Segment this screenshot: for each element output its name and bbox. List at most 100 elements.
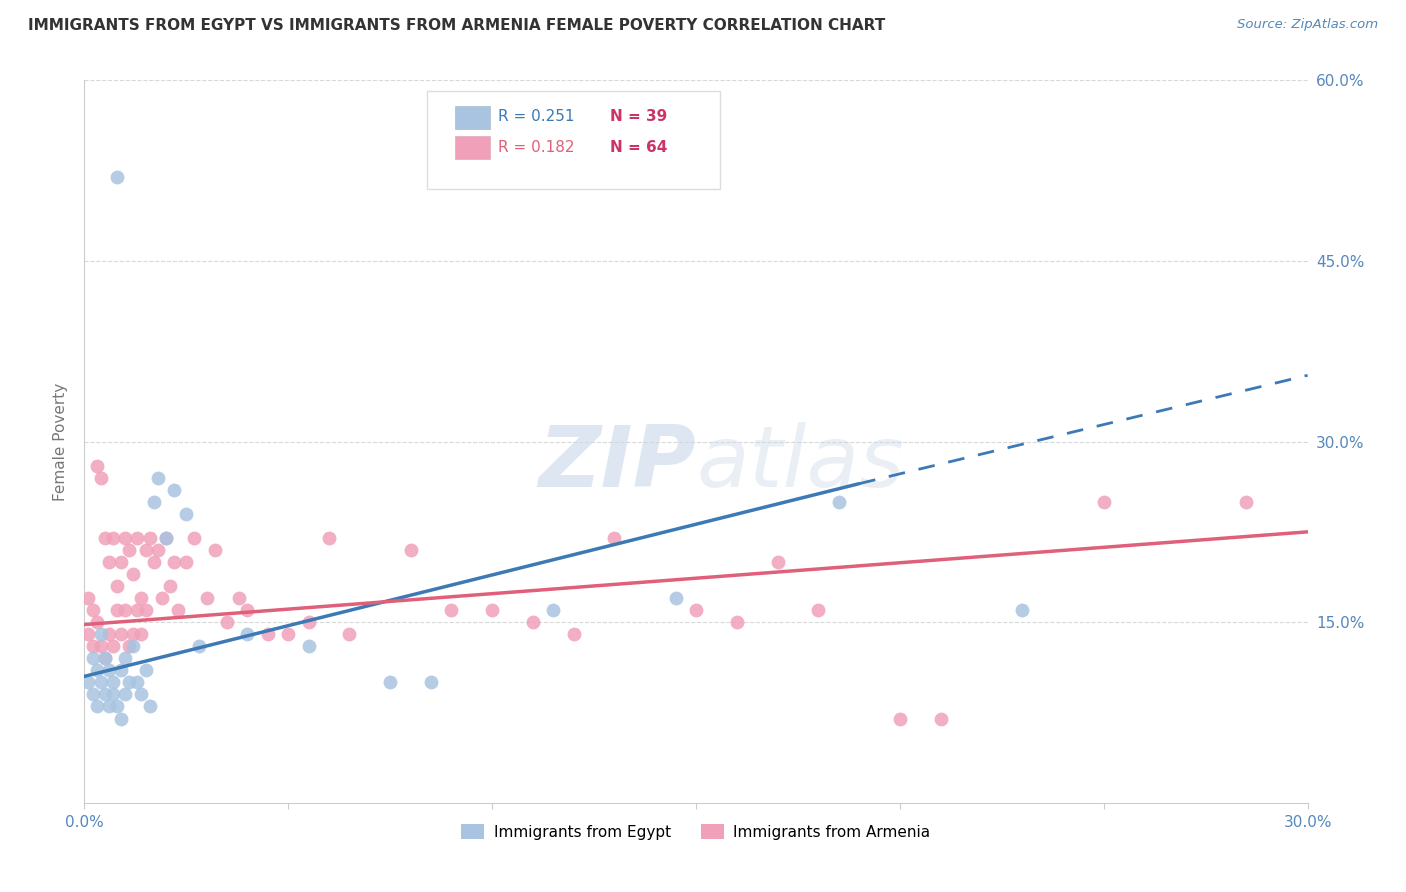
Point <box>138 531 160 545</box>
Text: atlas: atlas <box>696 422 904 505</box>
FancyBboxPatch shape <box>427 91 720 189</box>
Point <box>155 531 177 545</box>
Point <box>101 687 124 701</box>
Point <box>77 675 100 690</box>
Point <box>163 555 186 569</box>
Point <box>481 603 503 617</box>
Legend: Immigrants from Egypt, Immigrants from Armenia: Immigrants from Egypt, Immigrants from A… <box>456 818 936 846</box>
Point <box>150 591 173 605</box>
Point <box>97 627 120 641</box>
Point <box>93 687 115 701</box>
Point <box>97 664 120 678</box>
Point <box>114 531 136 545</box>
Point <box>603 531 626 545</box>
Point <box>82 639 104 653</box>
Point <box>86 458 108 473</box>
Point <box>77 591 100 605</box>
Point <box>543 603 565 617</box>
Point <box>522 615 544 630</box>
Point <box>90 639 112 653</box>
Point <box>131 591 153 605</box>
Point <box>135 603 157 617</box>
Point <box>174 507 197 521</box>
Point <box>807 603 830 617</box>
Point <box>298 615 321 630</box>
Point <box>97 555 120 569</box>
Point <box>929 712 952 726</box>
Point <box>118 675 141 690</box>
Point <box>82 651 104 665</box>
Point <box>665 591 688 605</box>
Point <box>110 712 132 726</box>
Point <box>257 627 280 641</box>
Point <box>122 639 145 653</box>
Y-axis label: Female Poverty: Female Poverty <box>53 383 69 500</box>
Point <box>217 615 239 630</box>
Point <box>380 675 402 690</box>
Point <box>105 603 128 617</box>
Point <box>101 675 124 690</box>
Point <box>163 483 186 497</box>
Point <box>101 639 124 653</box>
Point <box>93 651 115 665</box>
Point <box>236 627 259 641</box>
Point <box>86 615 108 630</box>
Point <box>131 687 153 701</box>
Point <box>110 627 132 641</box>
Point <box>420 675 443 690</box>
Point <box>105 579 128 593</box>
Point <box>82 687 104 701</box>
Point <box>105 699 128 714</box>
Point <box>127 675 149 690</box>
Text: N = 39: N = 39 <box>610 109 668 124</box>
Point <box>183 531 205 545</box>
Point <box>105 169 128 184</box>
Point <box>135 542 157 557</box>
Point <box>110 555 132 569</box>
Text: IMMIGRANTS FROM EGYPT VS IMMIGRANTS FROM ARMENIA FEMALE POVERTY CORRELATION CHAR: IMMIGRANTS FROM EGYPT VS IMMIGRANTS FROM… <box>28 18 886 33</box>
Point <box>86 699 108 714</box>
Text: R = 0.251: R = 0.251 <box>498 109 574 124</box>
Point <box>562 627 585 641</box>
Text: Source: ZipAtlas.com: Source: ZipAtlas.com <box>1237 18 1378 31</box>
Text: ZIP: ZIP <box>538 422 696 505</box>
Point <box>77 627 100 641</box>
Point <box>685 603 707 617</box>
Point <box>118 639 141 653</box>
Point <box>142 555 165 569</box>
Point <box>204 542 226 557</box>
Point <box>298 639 321 653</box>
Point <box>82 603 104 617</box>
Point <box>399 542 422 557</box>
Point <box>1092 494 1115 508</box>
Point <box>110 664 132 678</box>
Point <box>114 603 136 617</box>
Point <box>118 542 141 557</box>
Point <box>318 531 340 545</box>
Point <box>1236 494 1258 508</box>
Point <box>127 531 149 545</box>
Point <box>236 603 259 617</box>
Point <box>90 470 112 484</box>
Point <box>146 542 169 557</box>
Point <box>195 591 218 605</box>
Point <box>93 531 115 545</box>
Point <box>93 651 115 665</box>
Point <box>131 627 153 641</box>
Point <box>167 603 190 617</box>
Point <box>90 627 112 641</box>
Point <box>138 699 160 714</box>
Point <box>97 699 120 714</box>
Point <box>440 603 463 617</box>
Point <box>101 531 124 545</box>
Point <box>122 567 145 582</box>
Point <box>828 494 851 508</box>
FancyBboxPatch shape <box>456 136 491 159</box>
Point <box>766 555 789 569</box>
Point <box>339 627 361 641</box>
Point <box>889 712 911 726</box>
Point <box>277 627 299 641</box>
FancyBboxPatch shape <box>456 105 491 128</box>
Point <box>146 470 169 484</box>
Point <box>725 615 748 630</box>
